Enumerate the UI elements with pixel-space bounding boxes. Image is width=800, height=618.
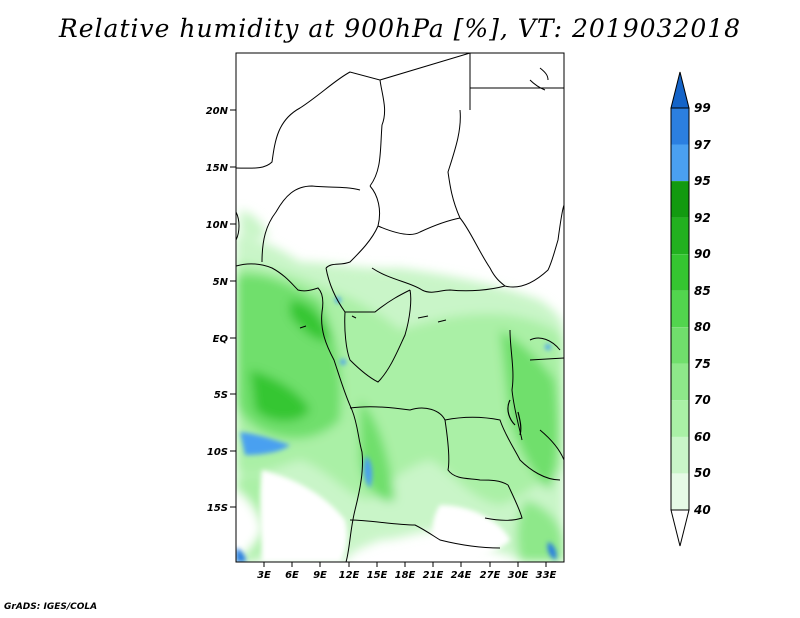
colorbar-label: 40 — [693, 503, 711, 517]
grads-credit: GrADS: IGES/COLA — [4, 602, 98, 612]
colorbar-box — [671, 363, 689, 401]
lon-label: 33E — [536, 570, 557, 581]
lon-label: 30E — [508, 570, 529, 581]
lon-label: 15E — [367, 570, 388, 581]
colorbar-box — [671, 181, 689, 218]
colorbar-label: 95 — [694, 174, 711, 188]
colorbar-box — [671, 327, 689, 364]
colorbar-box — [671, 473, 689, 510]
humidity-field — [236, 53, 564, 562]
lon-label: 24E — [451, 570, 472, 581]
lon-label: 3E — [257, 570, 271, 581]
colorbar-box — [671, 436, 689, 474]
colorbar-box — [671, 108, 689, 145]
colorbar: 99 97 95 92 90 85 80 75 70 60 50 40 — [670, 71, 711, 547]
colorbar-box — [671, 254, 689, 291]
lat-label: 5S — [214, 390, 228, 401]
colorbar-label: 50 — [694, 466, 711, 480]
lon-label: 21E — [423, 570, 444, 581]
colorbar-label: 60 — [694, 430, 711, 444]
lat-label: 10N — [206, 220, 229, 231]
lat-label: 20N — [206, 106, 229, 117]
colorbar-label: 85 — [694, 284, 711, 298]
colorbar-label: 75 — [694, 357, 711, 371]
colorbar-bottom-arrow — [670, 509, 690, 547]
lat-label: 5N — [213, 277, 229, 288]
colorbar-label: 97 — [694, 138, 711, 152]
country-borders — [236, 53, 564, 562]
lon-label: 12E — [339, 570, 360, 581]
lat-label: EQ — [213, 334, 229, 345]
longitude-axis: 3E 6E 9E 12E 15E 18E 21E 24E 27E 30E 33E — [257, 562, 557, 581]
lat-label: 15S — [207, 503, 228, 514]
map-frame — [235, 52, 565, 563]
lon-label: 6E — [285, 570, 299, 581]
colorbar-box — [671, 290, 689, 328]
lon-label: 27E — [480, 570, 501, 581]
colorbar-top-arrow — [670, 71, 690, 109]
map-title: Relative humidity at 900hPa [%], VT: 201… — [58, 14, 742, 43]
lon-label: 18E — [395, 570, 416, 581]
colorbar-label: 92 — [694, 211, 711, 225]
colorbar-label: 70 — [694, 393, 711, 407]
colorbar-box — [671, 217, 689, 255]
lat-label: 10S — [207, 447, 228, 458]
latitude-axis: 20N 15N 10N 5N EQ 5S 10S 15S — [206, 106, 236, 514]
colorbar-label: 90 — [694, 247, 711, 261]
colorbar-box — [671, 144, 689, 181]
lat-label: 15N — [206, 163, 229, 174]
lon-label: 9E — [313, 570, 327, 581]
colorbar-label: 80 — [694, 320, 711, 334]
colorbar-label: 99 — [694, 101, 711, 115]
colorbar-box — [671, 400, 689, 437]
